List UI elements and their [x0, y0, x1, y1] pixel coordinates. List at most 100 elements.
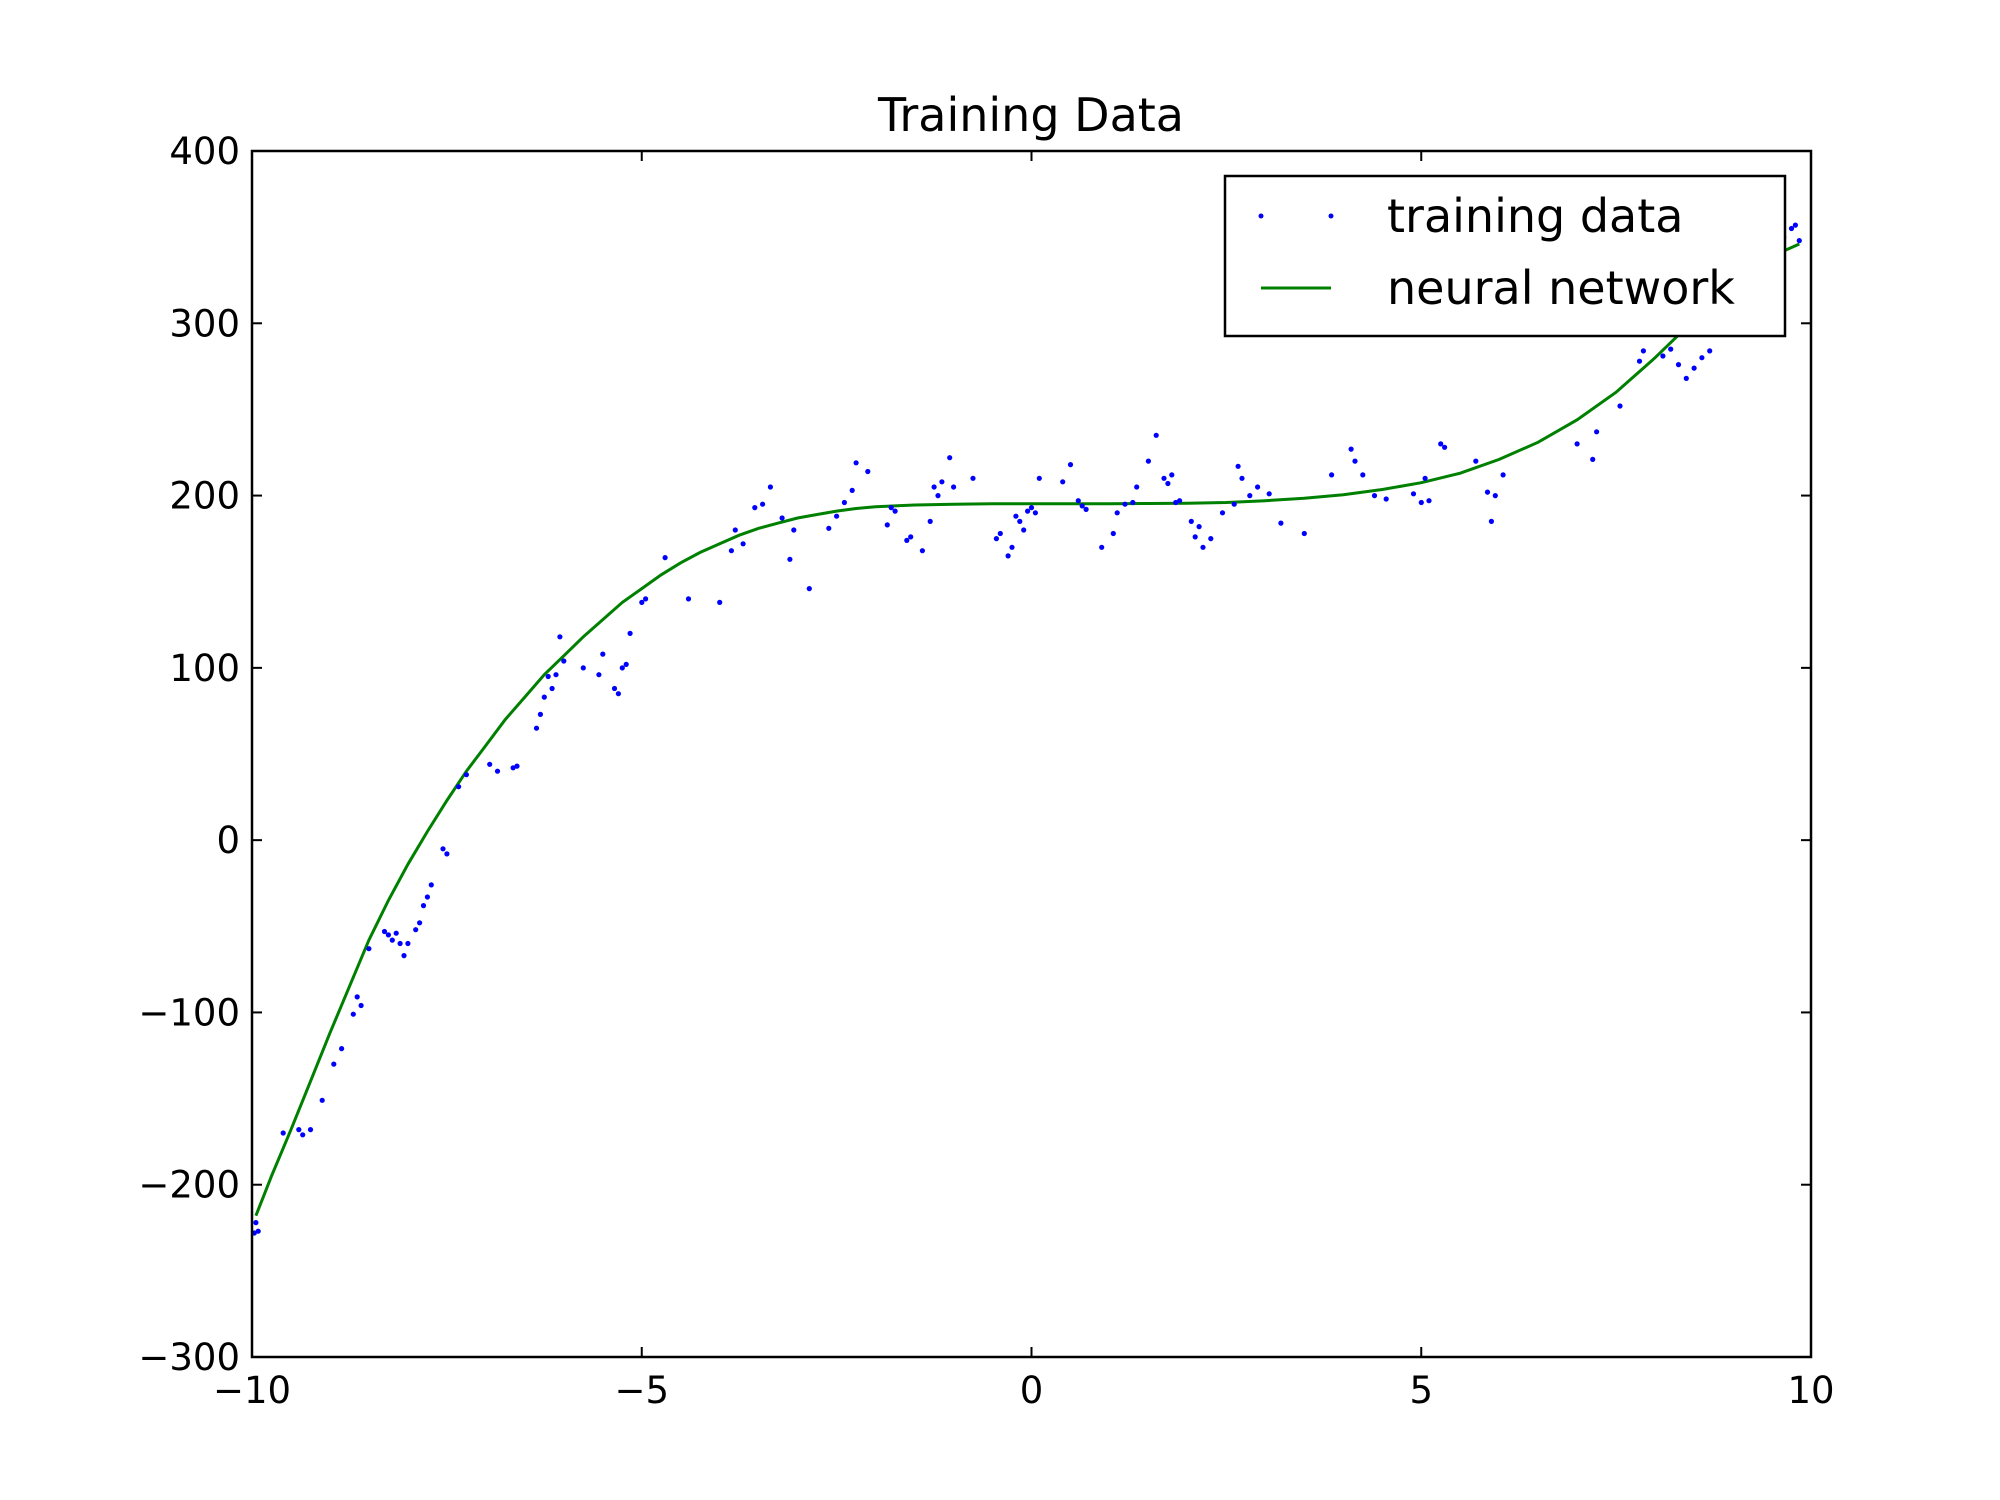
training-data-point [615, 691, 622, 697]
training-data-point [1636, 358, 1643, 364]
training-data-point [1219, 510, 1226, 516]
training-data-point [1122, 501, 1128, 507]
training-data-point [1247, 493, 1253, 499]
training-data-point [541, 694, 547, 700]
training-data-point [1594, 429, 1600, 435]
training-data-point [1348, 446, 1354, 452]
training-data-point [307, 1127, 314, 1133]
training-data-point [1360, 472, 1366, 478]
training-data-point [1134, 484, 1140, 490]
training-data-point [752, 505, 758, 511]
training-data-point [1473, 458, 1479, 464]
training-data-point [545, 673, 551, 680]
y-tick-label: 400 [169, 130, 240, 173]
training-data-point [685, 596, 692, 602]
training-data-point [1083, 506, 1089, 512]
training-data-point [381, 928, 388, 935]
training-data-point [947, 455, 953, 461]
training-data-point [494, 768, 501, 774]
training-data-point [533, 725, 540, 731]
legend-box [1223, 174, 1787, 338]
x-tick-label: 0 [1020, 1369, 1044, 1412]
training-data-point [1036, 475, 1042, 481]
training-data-point [1200, 544, 1206, 550]
training-data-point [919, 548, 926, 554]
training-data-point [397, 940, 403, 947]
training-data-point [1130, 499, 1136, 506]
training-data-point [1165, 480, 1171, 487]
training-data-point [296, 1127, 302, 1133]
training-data-point [1153, 432, 1159, 438]
training-data-point [420, 903, 427, 909]
y-tick-label: −200 [138, 1164, 240, 1207]
ticks-layer: −10 −5 0 5 10 −300 −200 −100 0 100 200 300 400 [138, 130, 1834, 1412]
training-data-point [1617, 403, 1623, 409]
training-data-point [1110, 530, 1116, 537]
training-data-point [1196, 524, 1202, 530]
training-data-point [997, 530, 1003, 537]
training-data-point [740, 541, 746, 547]
training-data-point [1484, 489, 1491, 495]
training-data-point [358, 1002, 364, 1009]
training-data-point [385, 932, 391, 938]
training-data-point [1792, 222, 1798, 228]
training-data-point [1691, 365, 1697, 371]
x-tick-label: −5 [614, 1369, 669, 1412]
training-data-point [1371, 493, 1378, 499]
training-data-point [280, 1130, 286, 1136]
training-data-point [456, 784, 462, 790]
training-data-point [787, 556, 793, 562]
training-data-point [1383, 496, 1389, 502]
training-data-point [596, 672, 602, 678]
training-data-point [662, 555, 668, 561]
training-data-point [1278, 520, 1284, 526]
training-data-point [428, 882, 434, 888]
training-data-point [1177, 498, 1183, 504]
training-data-point [791, 527, 797, 533]
training-data-point [1266, 491, 1272, 497]
training-data-point [1442, 444, 1448, 450]
training-data-point [970, 475, 976, 481]
training-data-point [1352, 458, 1358, 464]
legend-marker-training [1328, 213, 1334, 219]
plot-frame [250, 149, 1813, 1359]
training-data-point [728, 548, 735, 554]
training-data-point [732, 527, 738, 533]
training-data-point [908, 534, 914, 540]
x-tick-label: 5 [1409, 1369, 1433, 1412]
neural-network-line [254, 242, 1800, 1217]
training-data-point [853, 460, 859, 466]
training-data-point [619, 665, 625, 671]
training-data-point [826, 525, 832, 531]
training-data-point [561, 658, 567, 664]
training-data-point [600, 651, 606, 657]
training-data-point [413, 927, 419, 933]
training-data-point [1099, 544, 1105, 550]
training-data-point [841, 499, 848, 506]
training-data-point [1683, 375, 1689, 381]
training-data-point [1235, 463, 1241, 469]
training-data-point [1788, 225, 1795, 232]
training-data-point [319, 1097, 325, 1103]
training-data-point [1025, 508, 1031, 514]
training-data-point [1590, 456, 1596, 462]
training-data-point [1422, 475, 1428, 481]
training-data-point [331, 1061, 337, 1067]
training-data-point [1114, 510, 1120, 516]
training-data-point [849, 487, 855, 493]
series-layer [252, 217, 1802, 1236]
training-data-point [1239, 475, 1245, 481]
training-data-point [760, 501, 766, 507]
training-data-point [1231, 501, 1237, 507]
training-data-point [1329, 472, 1335, 478]
training-data-point [1640, 348, 1646, 354]
training-data-point [350, 1011, 356, 1017]
training-data-point [1668, 346, 1674, 352]
training-data-point [1028, 505, 1035, 511]
training-data-point [405, 940, 411, 947]
training-data-point [553, 672, 559, 678]
x-tick-label: −10 [213, 1369, 291, 1412]
training-data-point [1699, 355, 1705, 361]
training-data-point [623, 661, 629, 668]
y-tick-label: 200 [169, 475, 240, 518]
